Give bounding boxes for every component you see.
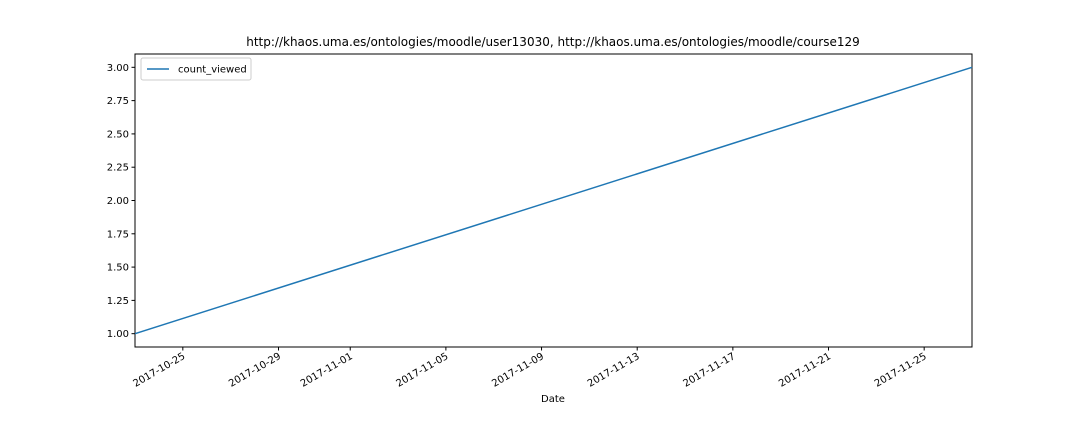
legend-label: count_viewed [178, 65, 247, 76]
x-tick-label: 2017-11-21 [777, 351, 833, 390]
series-layer [134, 66, 973, 335]
y-tick-label: 2.00 [107, 196, 129, 207]
y-tick-label: 3.00 [107, 63, 129, 74]
x-axis: 2017-10-25 2017-10-29 2017-11-01 2017-11-05… [131, 347, 929, 390]
y-tick-label: 1.00 [107, 329, 129, 340]
y-tick-label: 2.25 [107, 163, 129, 174]
legend-box [140, 57, 252, 81]
y-tick-label: 1.50 [107, 263, 129, 274]
y-tick-label: 1.75 [107, 229, 129, 240]
x-tick-label: 2017-11-09 [490, 351, 546, 390]
x-tick-label: 2017-11-05 [395, 351, 451, 390]
y-tick-label: 2.75 [107, 96, 129, 107]
x-tick-label: 2017-11-01 [299, 351, 355, 390]
x-axis-label: Date [541, 394, 565, 405]
legend: count_viewed [140, 57, 252, 81]
series-line-count-viewed [134, 66, 973, 335]
x-tick-label: 2017-11-13 [586, 351, 642, 390]
y-tick-label: 1.25 [107, 296, 129, 307]
y-tick-label: 2.50 [107, 129, 129, 140]
chart-title: http://khaos.uma.es/ontologies/moodle/us… [246, 35, 860, 49]
x-tick-label: 2017-11-17 [682, 351, 738, 390]
y-axis: 1.00 1.25 1.50 1.75 2.00 2.25 2.50 2.75 3.00 [107, 63, 135, 340]
x-tick-label: 2017-10-29 [227, 351, 283, 390]
x-tick-label: 2017-11-25 [873, 351, 929, 390]
x-tick-label: 2017-10-25 [131, 351, 187, 390]
